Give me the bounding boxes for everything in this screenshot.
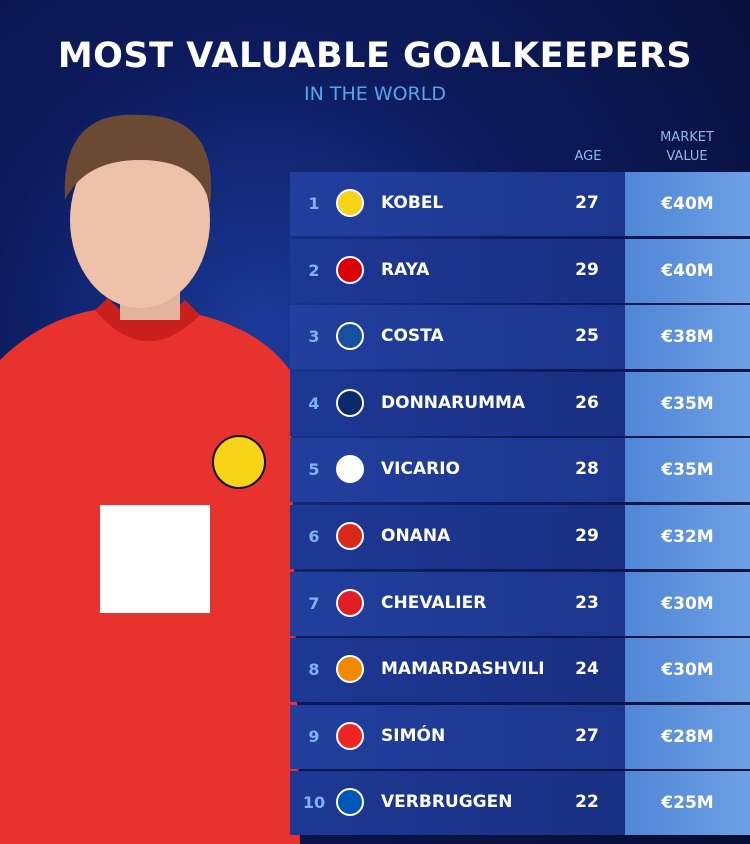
player-name: MAMARDASHVILI — [381, 659, 545, 680]
sponsor-patch — [100, 505, 210, 613]
age: 23 — [575, 592, 599, 613]
club-logo — [336, 322, 364, 351]
table-row: 9 SIMÓN 27 €28M — [290, 704, 750, 769]
player-name: COSTA — [381, 326, 444, 347]
rank: 1 — [308, 194, 320, 213]
rank: 8 — [308, 660, 320, 680]
market-value: €28M — [625, 704, 750, 769]
club-logo — [336, 721, 364, 750]
table-row: 5 VICARIO 28 €35M — [290, 438, 750, 503]
age: 28 — [575, 459, 599, 480]
age: 26 — [575, 392, 599, 413]
rank: 2 — [308, 260, 320, 280]
market-value: €40M — [625, 172, 750, 236]
rank: 3 — [308, 327, 320, 347]
market-value: €25M — [625, 771, 750, 836]
market-value: €30M — [625, 638, 750, 703]
column-header: AGE — [574, 149, 602, 164]
player-name: DONNARUMMA — [381, 392, 526, 413]
table-row: 7 CHEVALIER 23 €30M — [290, 571, 750, 636]
age: 25 — [575, 326, 599, 347]
club-logo — [336, 189, 364, 217]
market-value: €30M — [625, 571, 750, 636]
title: MOST VALUABLE GOALKEEPERS — [57, 36, 693, 76]
table-row: 8 MAMARDASHVILI 24 €30M — [290, 638, 750, 703]
club-logo — [336, 455, 364, 484]
club-logo — [336, 788, 364, 817]
subtitle: IN THE WORLD — [304, 83, 446, 105]
age: 24 — [575, 659, 599, 680]
rank: 9 — [308, 726, 320, 746]
table-row: 1 KOBEL 27 €40M — [290, 172, 750, 236]
rank: 5 — [308, 460, 320, 480]
player-name: VICARIO — [381, 459, 460, 480]
market-value: €35M — [625, 371, 750, 436]
player-name: KOBEL — [381, 193, 444, 213]
market-value: €40M — [625, 238, 750, 303]
club-badge — [212, 435, 266, 489]
age: 29 — [575, 526, 599, 546]
table-row: 3 COSTA 25 €38M — [290, 305, 750, 370]
club-logo — [336, 522, 364, 550]
table-row: 6 ONANA 29 €32M — [290, 505, 750, 569]
player-name: ONANA — [381, 526, 451, 546]
player-name: SIMÓN — [381, 725, 446, 746]
age: 27 — [575, 193, 599, 213]
rank: 4 — [308, 393, 320, 413]
hair — [64, 114, 212, 205]
player-name: CHEVALIER — [381, 592, 487, 613]
market-value: €38M — [625, 305, 750, 370]
age: 29 — [575, 259, 599, 280]
market-value: €32M — [625, 505, 750, 569]
table-row: 10 VERBRUGGEN 22 €25M — [290, 771, 750, 836]
rank: 6 — [308, 527, 320, 546]
face — [70, 132, 210, 308]
column-header: MARKET VALUE — [660, 130, 714, 164]
player-name: RAYA — [381, 259, 430, 280]
rank: 7 — [308, 593, 320, 613]
rank: 10 — [302, 793, 326, 813]
table-row: 2 RAYA 29 €40M — [290, 238, 750, 303]
table-row: 4 DONNARUMMA 26 €35M — [290, 371, 750, 436]
club-logo — [336, 655, 364, 684]
age: 22 — [575, 792, 599, 813]
age: 27 — [575, 725, 599, 746]
market-value: €35M — [625, 438, 750, 503]
club-logo — [336, 588, 364, 617]
player-name: VERBRUGGEN — [381, 792, 513, 813]
club-logo — [336, 388, 364, 417]
club-logo — [336, 255, 364, 284]
